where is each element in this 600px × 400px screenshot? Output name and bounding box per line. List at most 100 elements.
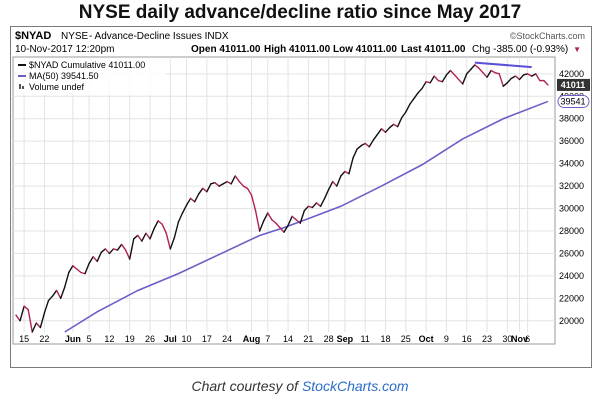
nyad-segment xyxy=(396,116,403,128)
x-tick-label: 26 xyxy=(145,334,155,344)
nyad-segment xyxy=(494,72,500,75)
nyad-segment xyxy=(173,221,180,239)
nyad-segment xyxy=(311,202,318,209)
nyad-segment xyxy=(128,238,135,260)
legend-background xyxy=(16,59,166,95)
y-tick-label: 36000 xyxy=(559,136,584,146)
nyad-segment xyxy=(206,183,212,193)
x-tick-label: Oct xyxy=(419,334,434,344)
nyad-segment xyxy=(120,243,127,251)
x-tick-label: 16 xyxy=(462,334,472,344)
x-tick-label: Jun xyxy=(65,334,81,344)
ma-value-label: 39541 xyxy=(560,96,585,106)
nyad-segment xyxy=(530,73,537,77)
y-tick-label: 26000 xyxy=(559,248,584,258)
chg-down-icon: ▼ xyxy=(573,45,581,54)
nyad-segment xyxy=(185,197,192,206)
last-label: Last 41011.00 xyxy=(401,44,466,55)
x-tick-label: 12 xyxy=(104,334,114,344)
x-tick-label: 17 xyxy=(202,334,212,344)
nyad-segment xyxy=(242,185,249,190)
x-tick-label: 14 xyxy=(283,334,293,344)
nyad-segment xyxy=(299,210,306,224)
x-tick-label: 25 xyxy=(401,334,411,344)
series-layer xyxy=(15,61,549,333)
nyad-segment xyxy=(344,170,350,175)
nyad-segment xyxy=(64,271,70,288)
nyad-segment xyxy=(405,103,411,113)
nyad-segment xyxy=(307,205,314,209)
nyad-segment xyxy=(364,142,370,148)
legend-volume: Volume undef xyxy=(29,82,85,92)
x-tick-label: 24 xyxy=(222,334,232,344)
nyad-segment xyxy=(401,111,407,119)
y-tick-label: 34000 xyxy=(559,159,584,169)
x-tick-label: 23 xyxy=(482,334,492,344)
x-tick-label: 7 xyxy=(265,334,270,344)
nyad-segment xyxy=(96,251,102,262)
plot-area xyxy=(12,56,556,345)
nyad-segment xyxy=(502,82,509,87)
nyad-segment xyxy=(526,73,533,77)
nyad-segment xyxy=(315,202,322,207)
nyad-segment xyxy=(258,220,265,232)
nyad-segment xyxy=(210,182,216,185)
nyad-segment xyxy=(104,248,111,255)
credit-site-link[interactable]: StockCharts.com xyxy=(301,378,409,394)
nyad-segment xyxy=(23,305,29,311)
nyad-segment xyxy=(421,80,427,90)
symbol-label: $NYAD xyxy=(15,30,51,42)
nyad-segment xyxy=(80,271,86,275)
nyad-segment xyxy=(72,265,78,270)
nyad-segment xyxy=(19,305,25,322)
x-tick-label: 28 xyxy=(324,334,334,344)
description-label: - Advance-Decline Issues INDX xyxy=(89,31,229,42)
nyad-segment xyxy=(445,69,452,76)
x-tick-label: 5 xyxy=(87,334,92,344)
nyad-segment xyxy=(108,248,115,255)
nyad-segment xyxy=(360,142,366,147)
nyad-segment xyxy=(486,69,492,78)
nyad-segment xyxy=(84,262,90,275)
chart-frame: $NYAD NYSE - Advance-Decline Issues INDX… xyxy=(10,26,592,368)
nyad-segment xyxy=(250,194,257,212)
nyad-segment xyxy=(51,289,58,297)
nyad-segment xyxy=(177,212,184,223)
nyad-segment xyxy=(214,182,220,187)
nyad-segment xyxy=(323,188,330,200)
nyad-segment xyxy=(47,295,54,302)
value-markers: 39541 41011 xyxy=(557,78,590,108)
legend-ma: MA(50) 39541.50 xyxy=(29,71,99,81)
nyad-segment xyxy=(238,180,245,187)
nyad-segment xyxy=(368,139,375,148)
nyad-segment xyxy=(68,265,74,274)
nyad-segment xyxy=(441,74,448,83)
nyad-segment xyxy=(372,133,379,141)
nyad-segment xyxy=(39,312,46,329)
nyad-segment xyxy=(141,232,147,242)
x-tick-label: 10 xyxy=(182,334,192,344)
x-tick-label: 30 xyxy=(502,334,512,344)
x-tick-label: Aug xyxy=(243,334,261,344)
nyad-segment xyxy=(543,79,549,86)
nyad-segment xyxy=(482,72,488,78)
nyad-segment xyxy=(413,92,419,100)
nyad-segment xyxy=(112,248,119,251)
x-tick-label: 9 xyxy=(444,334,449,344)
nyad-segment xyxy=(352,148,358,159)
x-tick-label: Jul xyxy=(164,334,177,344)
nyad-segment xyxy=(76,268,82,274)
nyad-segment xyxy=(145,232,151,240)
nyad-segment xyxy=(457,78,464,85)
y-tick-label: 38000 xyxy=(559,114,584,124)
nyad-segment xyxy=(409,97,415,105)
nyad-segment xyxy=(246,187,253,196)
nyad-segment xyxy=(332,180,338,187)
nyad-segment xyxy=(348,157,354,175)
last-value-label: 41011 xyxy=(561,80,586,90)
x-tick-label: Sep xyxy=(337,334,354,344)
nyad-segment xyxy=(470,64,476,71)
resistance-trendline xyxy=(474,61,532,69)
nyad-segment xyxy=(327,180,334,191)
low-label: Low 41011.00 xyxy=(333,44,397,55)
